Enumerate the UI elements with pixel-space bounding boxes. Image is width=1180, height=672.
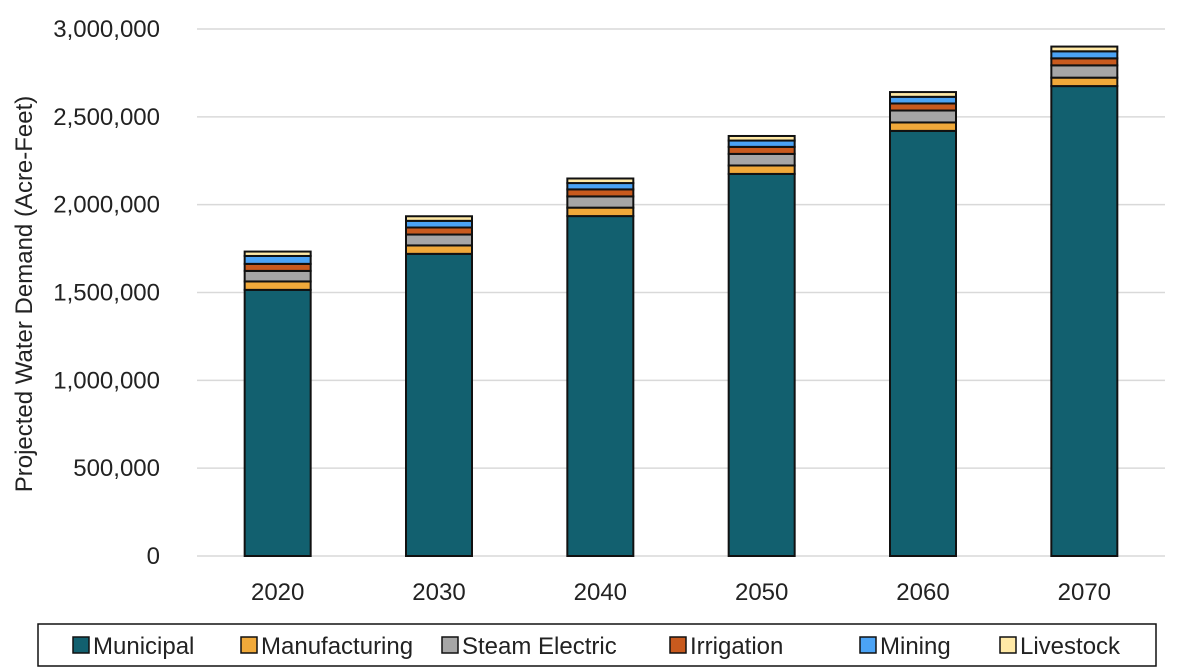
bar-manufacturing-2020 [243, 280, 312, 291]
bar-municipal-2040 [566, 215, 635, 558]
bar-steam-electric-2030 [405, 233, 473, 247]
legend: Municipal Manufacturing Steam Electric Irri… [37, 623, 1157, 667]
bar-manufacturing-2060 [889, 121, 957, 132]
bar-irrigation-2040 [566, 188, 635, 198]
bar-irrigation-2060 [889, 102, 957, 112]
bar-manufacturing-2070 [1050, 76, 1119, 88]
y-tick-label: 0 [147, 543, 160, 570]
bar-mining-2020 [243, 254, 312, 265]
bar-municipal-2070 [1050, 85, 1119, 557]
x-tick-label: 2050 [735, 579, 788, 606]
legend-label-irrigation: Irrigation [690, 633, 783, 660]
y-axis-title: Projected Water Demand (Acre-Feet) [11, 96, 38, 493]
y-tick-label: 2,000,000 [53, 192, 160, 219]
legend-label-steam-electric: Steam Electric [462, 633, 617, 660]
legend-label-livestock: Livestock [1020, 633, 1121, 660]
bar-livestock-2040 [566, 177, 635, 185]
bar-steam-electric-2070 [1050, 64, 1119, 79]
bar-municipal-2050 [727, 172, 796, 558]
legend-label-mining: Mining [880, 633, 951, 660]
bar-irrigation-2050 [727, 145, 796, 155]
bar-livestock-2020 [243, 250, 312, 257]
x-tick-label: 2070 [1058, 579, 1111, 606]
y-tick-label: 1,500,000 [53, 280, 160, 307]
legend-swatch-manufacturing [240, 636, 258, 654]
bar-manufacturing-2040 [566, 206, 635, 218]
bar-irrigation-2030 [405, 226, 473, 236]
bar-steam-electric-2050 [727, 152, 796, 167]
bar-layer [243, 45, 1119, 558]
bar-municipal-2030 [405, 252, 473, 557]
legend-box [37, 623, 1157, 667]
y-tick-label: 1,000,000 [53, 367, 160, 394]
bar-steam-electric-2020 [243, 269, 312, 283]
bar-irrigation-2020 [243, 262, 312, 272]
bar-livestock-2070 [1050, 45, 1119, 53]
legend-swatch-mining [859, 636, 877, 654]
x-tick-label: 2020 [251, 579, 304, 606]
bar-municipal-2060 [889, 129, 957, 558]
bar-irrigation-2070 [1050, 57, 1119, 67]
bar-steam-electric-2060 [889, 109, 957, 124]
y-tick-label: 2,500,000 [53, 104, 160, 131]
bar-livestock-2060 [889, 91, 957, 98]
bar-manufacturing-2050 [727, 164, 796, 175]
grid-layer [197, 28, 1165, 557]
bar-mining-2070 [1050, 50, 1119, 60]
legend-swatch-steam-electric [441, 636, 459, 654]
bar-manufacturing-2030 [405, 244, 473, 255]
bar-livestock-2050 [727, 134, 796, 142]
bar-mining-2030 [405, 219, 473, 229]
x-tick-label: 2030 [412, 579, 465, 606]
legend-swatch-livestock [999, 636, 1017, 654]
legend-label-manufacturing: Manufacturing [261, 633, 413, 660]
bar-livestock-2030 [405, 215, 473, 222]
tick-layer: 0 500,000 1,000,000 1,500,000 2,000,000 2,500… [53, 16, 1111, 606]
legend-swatch-irrigation [669, 636, 687, 654]
x-tick-label: 2040 [574, 579, 627, 606]
bar-steam-electric-2040 [566, 195, 635, 209]
legend-swatch-municipal [72, 636, 90, 654]
legend-label-municipal: Municipal [93, 633, 194, 660]
bar-municipal-2020 [243, 288, 312, 557]
y-tick-label: 3,000,000 [53, 16, 160, 43]
x-tick-label: 2060 [896, 579, 949, 606]
y-tick-label: 500,000 [73, 455, 160, 482]
bar-mining-2060 [889, 95, 957, 105]
